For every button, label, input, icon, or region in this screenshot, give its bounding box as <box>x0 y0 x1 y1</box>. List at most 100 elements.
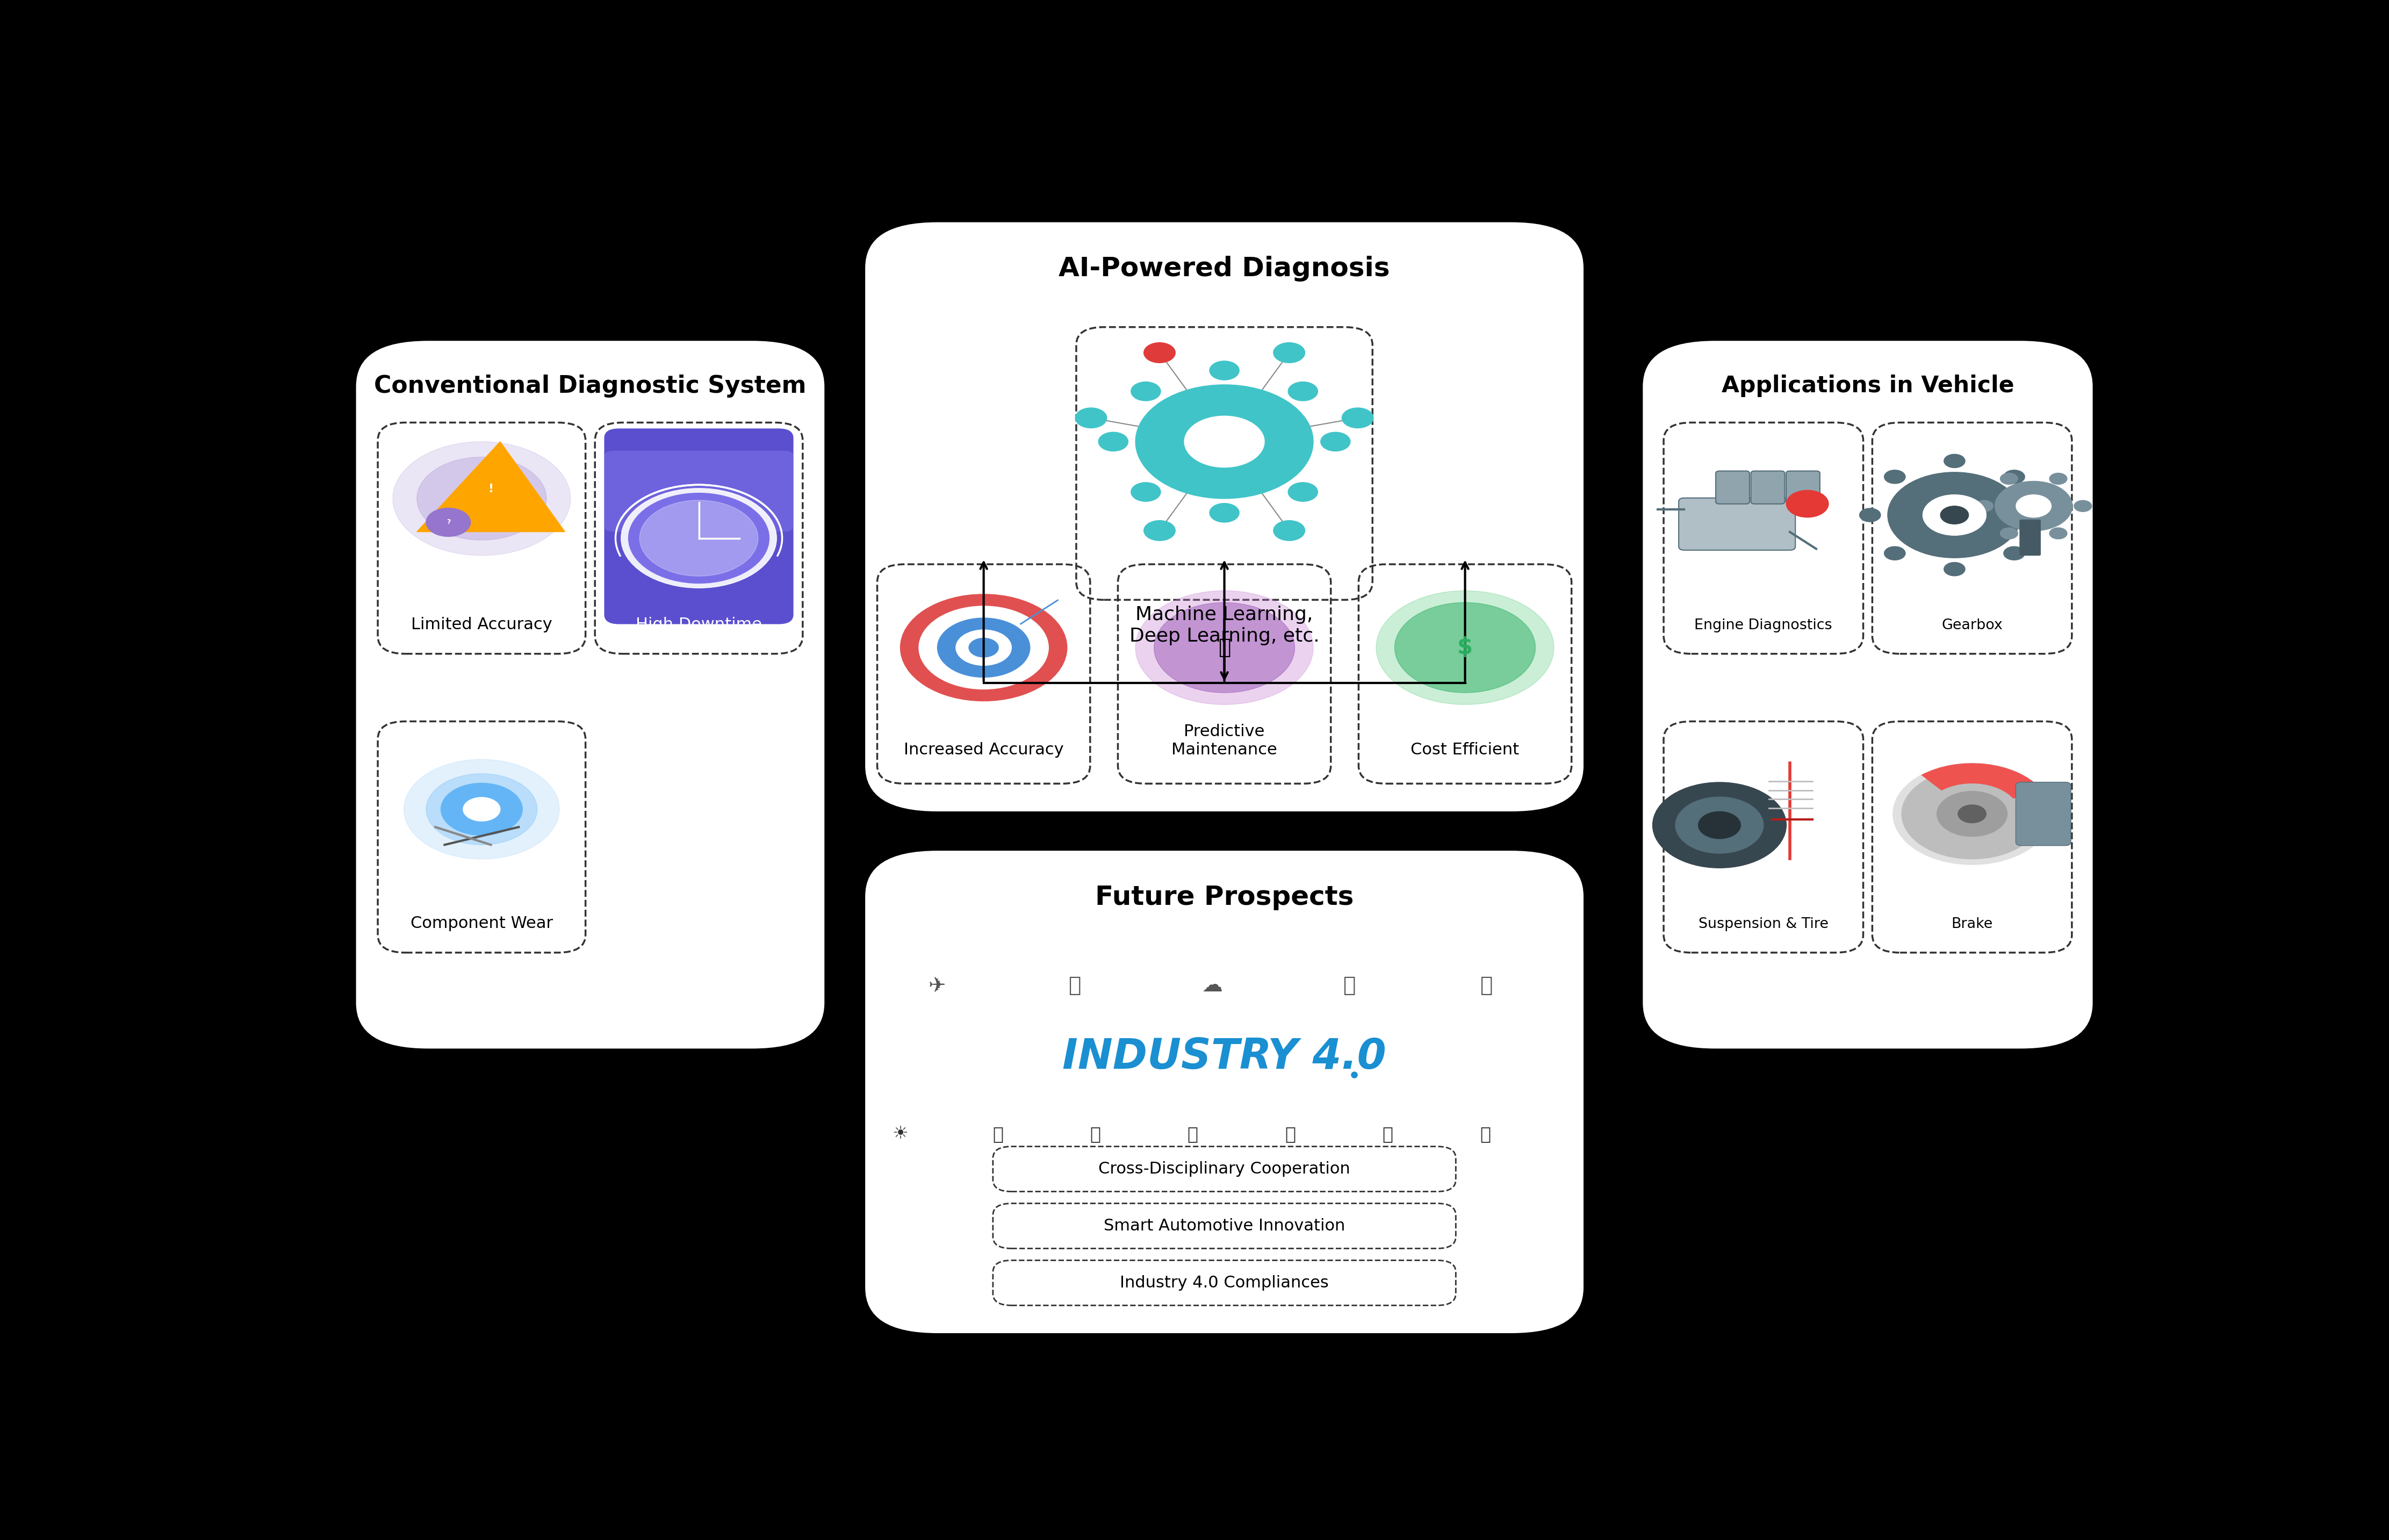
Circle shape <box>425 508 471 536</box>
Circle shape <box>1376 591 1553 704</box>
Text: ✈: ✈ <box>929 975 946 996</box>
Circle shape <box>1135 591 1314 704</box>
Circle shape <box>416 457 547 541</box>
Circle shape <box>1144 342 1175 363</box>
Circle shape <box>640 501 757 576</box>
Circle shape <box>628 493 769 584</box>
Circle shape <box>1395 602 1536 693</box>
FancyBboxPatch shape <box>1641 339 2095 1050</box>
Text: AI-Powered Diagnosis: AI-Powered Diagnosis <box>1058 256 1390 282</box>
Circle shape <box>1209 504 1240 522</box>
Circle shape <box>1945 454 1966 468</box>
Circle shape <box>1154 602 1295 693</box>
Text: High Downtime: High Downtime <box>635 618 762 633</box>
Circle shape <box>1959 805 1985 822</box>
Circle shape <box>463 798 499 821</box>
Text: Suspension & Tire: Suspension & Tire <box>1699 918 1828 932</box>
Text: ☁: ☁ <box>1202 975 1223 996</box>
Text: 🦾: 🦾 <box>1383 1126 1393 1143</box>
Circle shape <box>2074 501 2093 511</box>
Text: Applications in Vehicle: Applications in Vehicle <box>1722 374 2014 397</box>
Text: Smart Automotive Innovation: Smart Automotive Innovation <box>1104 1218 1345 1234</box>
Text: 🌊: 🌊 <box>1479 1126 1491 1143</box>
Circle shape <box>936 618 1030 678</box>
Circle shape <box>1995 480 2071 531</box>
Circle shape <box>920 607 1049 688</box>
Circle shape <box>1859 508 1880 522</box>
Text: Limited Accuracy: Limited Accuracy <box>411 618 552 633</box>
Circle shape <box>970 638 999 658</box>
Text: 🏭: 🏭 <box>991 1126 1003 1143</box>
Circle shape <box>2000 528 2019 539</box>
Circle shape <box>1185 416 1264 467</box>
Polygon shape <box>416 442 564 531</box>
Circle shape <box>1976 501 1992 511</box>
Circle shape <box>1209 360 1240 380</box>
Text: ☀: ☀ <box>893 1126 908 1143</box>
Circle shape <box>1273 342 1304 363</box>
Circle shape <box>1321 433 1350 451</box>
Circle shape <box>1887 473 2021 557</box>
Text: Increased Accuracy: Increased Accuracy <box>903 742 1063 758</box>
Text: 🤖: 🤖 <box>1089 1126 1101 1143</box>
Circle shape <box>901 594 1068 701</box>
Circle shape <box>2004 547 2026 561</box>
Circle shape <box>1144 521 1175 541</box>
Text: 🔧: 🔧 <box>1218 638 1230 658</box>
Text: Engine Diagnostics: Engine Diagnostics <box>1694 619 1832 633</box>
Circle shape <box>1675 798 1763 853</box>
Circle shape <box>2028 508 2050 522</box>
Text: 💾: 💾 <box>1187 1126 1199 1143</box>
FancyBboxPatch shape <box>1787 471 1820 504</box>
FancyBboxPatch shape <box>2016 782 2071 845</box>
Wedge shape <box>1921 764 2040 799</box>
Circle shape <box>1787 490 1828 517</box>
Circle shape <box>2050 473 2066 485</box>
Circle shape <box>442 784 523 835</box>
FancyBboxPatch shape <box>604 451 793 531</box>
Circle shape <box>392 442 571 556</box>
Circle shape <box>1892 764 2052 864</box>
FancyBboxPatch shape <box>1715 471 1749 504</box>
Circle shape <box>2050 528 2066 539</box>
Circle shape <box>2016 494 2052 517</box>
Circle shape <box>1135 385 1314 499</box>
FancyBboxPatch shape <box>862 220 1586 813</box>
Circle shape <box>2004 470 2026 484</box>
Circle shape <box>1130 482 1161 502</box>
Circle shape <box>1937 792 2007 836</box>
Circle shape <box>1273 521 1304 541</box>
Circle shape <box>1343 408 1374 428</box>
Text: 🚛: 🚛 <box>1285 1126 1295 1143</box>
Text: Industry 4.0 Compliances: Industry 4.0 Compliances <box>1120 1275 1328 1291</box>
FancyBboxPatch shape <box>1751 471 1785 504</box>
Text: Brake: Brake <box>1952 918 1992 932</box>
Circle shape <box>1945 562 1966 576</box>
Text: Machine Learning,
Deep Learning, etc.: Machine Learning, Deep Learning, etc. <box>1130 605 1319 645</box>
FancyBboxPatch shape <box>2019 519 2040 556</box>
Circle shape <box>621 488 776 588</box>
Text: Conventional Diagnostic System: Conventional Diagnostic System <box>375 374 807 397</box>
Text: Component Wear: Component Wear <box>411 916 552 932</box>
Circle shape <box>1885 470 1906 484</box>
Circle shape <box>1902 768 2043 859</box>
Circle shape <box>2000 473 2019 485</box>
FancyBboxPatch shape <box>1679 497 1797 550</box>
Circle shape <box>425 773 538 845</box>
FancyBboxPatch shape <box>354 339 827 1050</box>
FancyBboxPatch shape <box>604 428 793 624</box>
Text: 📡: 📡 <box>1343 975 1355 996</box>
Text: ?: ? <box>447 519 449 525</box>
Text: Future Prospects: Future Prospects <box>1094 884 1355 910</box>
FancyBboxPatch shape <box>862 849 1586 1335</box>
Text: Cross-Disciplinary Cooperation: Cross-Disciplinary Cooperation <box>1099 1161 1350 1177</box>
Circle shape <box>1099 433 1128 451</box>
Circle shape <box>1699 812 1742 839</box>
Circle shape <box>1923 494 1985 536</box>
Circle shape <box>1130 382 1161 400</box>
Circle shape <box>956 630 1011 665</box>
Circle shape <box>1885 547 1906 561</box>
Text: Gearbox: Gearbox <box>1942 619 2002 633</box>
Circle shape <box>1653 782 1787 869</box>
Circle shape <box>1940 507 1969 524</box>
